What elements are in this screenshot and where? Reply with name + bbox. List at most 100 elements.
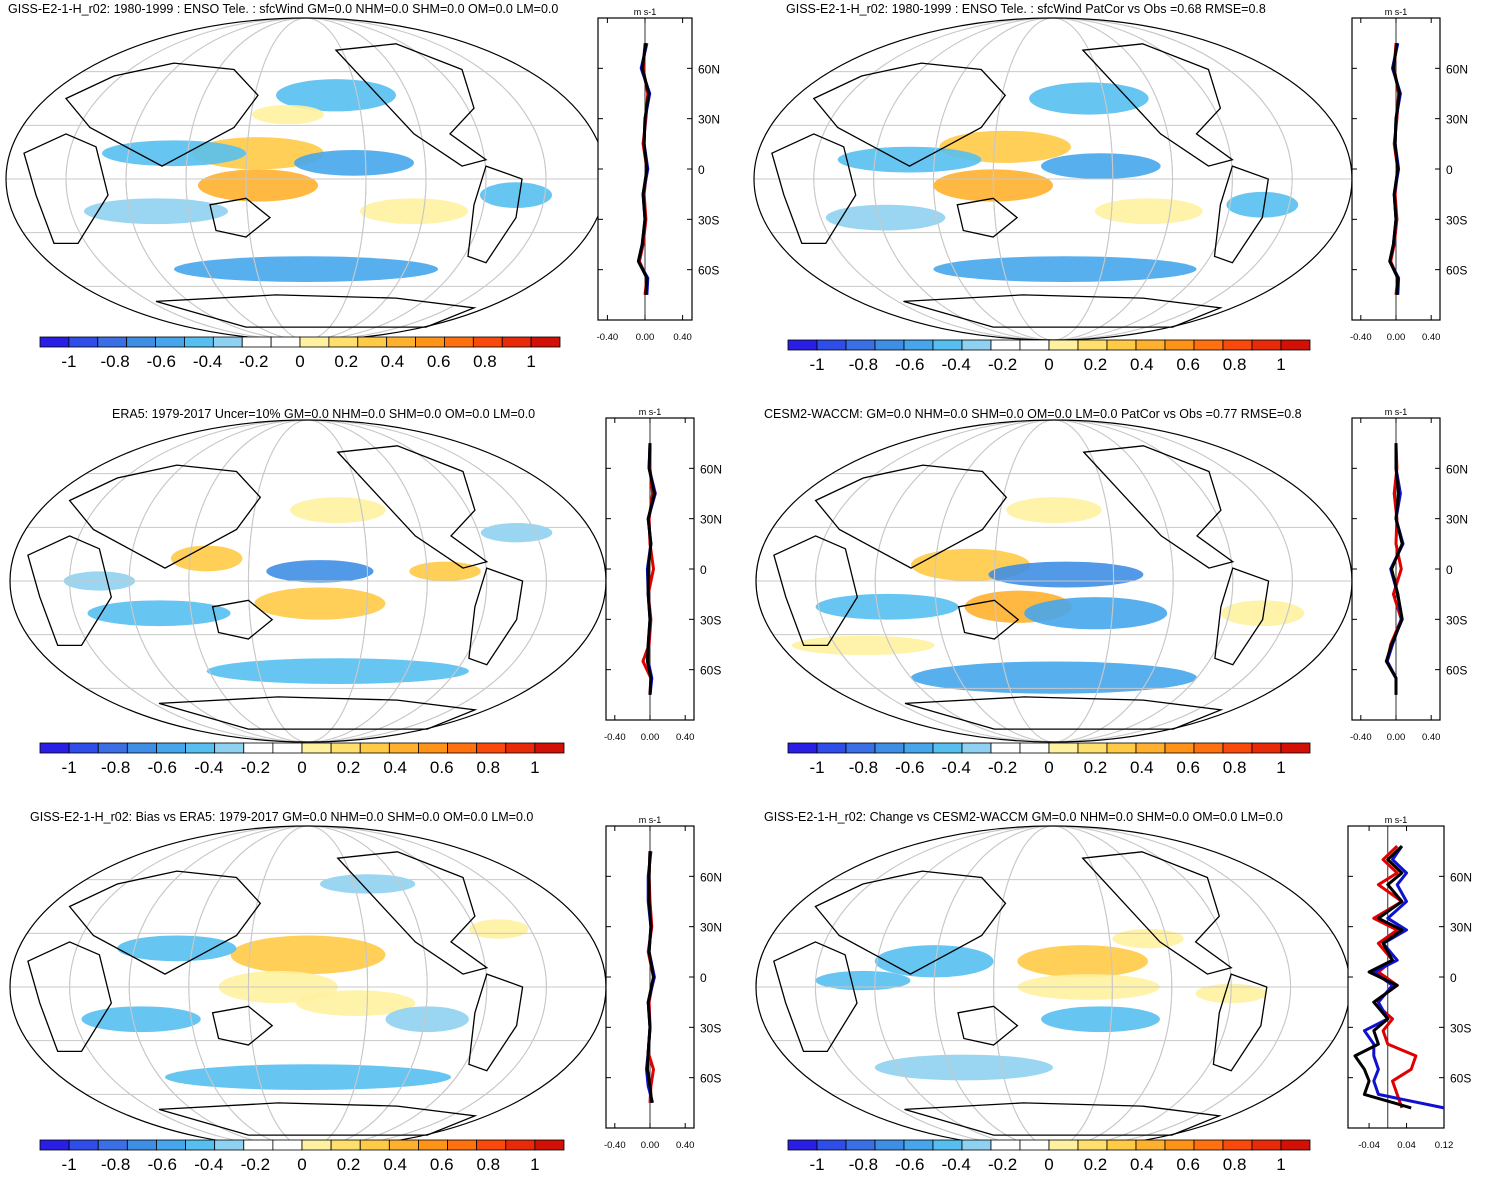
colorbar-swatch <box>1048 742 1079 754</box>
lat-label: 0 <box>1446 163 1453 177</box>
field-anomaly <box>815 593 959 620</box>
meridian <box>874 420 1234 742</box>
coastline <box>957 599 1020 640</box>
meridian <box>69 420 547 742</box>
coastline <box>904 1102 1222 1136</box>
lat-label: 30S <box>698 213 719 227</box>
field-anomaly <box>874 1054 1053 1081</box>
colorbar-label: -0.4 <box>942 1155 971 1174</box>
meridian <box>247 826 369 1148</box>
lat-label: 30N <box>700 513 722 527</box>
colorbar-swatch <box>68 336 99 348</box>
x-tick-label: -0.40 <box>597 332 619 343</box>
colorbar-swatch <box>1193 1139 1224 1151</box>
lat-label: 0 <box>1446 563 1453 577</box>
colorbar-label: 1 <box>526 352 535 371</box>
panel-5: GISS-E2-1-H_r02: Bias vs ERA5: 1979-2017… <box>0 808 745 1180</box>
world-map <box>755 825 1351 1149</box>
panel-2: GISS-E2-1-H_r02: 1980-1999 : ENSO Tele. … <box>744 0 1489 390</box>
lat-label: 30N <box>1446 113 1468 127</box>
colorbar-swatch <box>932 1139 963 1151</box>
lat-label: 60S <box>700 664 721 678</box>
coastline <box>771 133 857 245</box>
colorbar-swatch <box>874 742 905 754</box>
lat-label: 60N <box>698 62 720 76</box>
colorbar-swatch <box>272 742 303 754</box>
colorbar-label: -1 <box>809 758 824 777</box>
zonal-mean-plot: 60N 30N 0 30S 60S m s-1 -0.40 0.00 0.40 <box>1350 7 1468 343</box>
meridian <box>933 826 1173 1148</box>
coastline <box>1081 851 1233 975</box>
lat-label: 60N <box>700 870 722 884</box>
colorbar-swatch <box>787 339 818 351</box>
field-anomaly <box>480 182 552 208</box>
colorbar-swatch <box>39 1139 70 1151</box>
colorbar-label: -0.2 <box>241 758 270 777</box>
x-tick-label: 0.00 <box>641 1140 660 1151</box>
colorbar-swatch <box>990 1139 1021 1151</box>
colorbar-label: 0 <box>1044 355 1053 374</box>
colorbar-swatch <box>961 339 992 351</box>
colorbar-swatch <box>903 339 934 351</box>
colorbar-label: 0.2 <box>337 758 361 777</box>
colorbar-label: 1 <box>1276 1155 1285 1174</box>
lat-label: 60N <box>700 462 722 476</box>
colorbar-swatch <box>301 742 332 754</box>
lat-label: 60S <box>1446 264 1467 278</box>
colorbar-swatch <box>1193 742 1224 754</box>
meridian <box>65 18 547 340</box>
colorbar-swatch <box>155 336 185 348</box>
panel-1: GISS-E2-1-H_r02: 1980-1999 : ENSO Tele. … <box>0 0 745 390</box>
meridian <box>874 826 1232 1148</box>
field-anomaly <box>837 146 982 173</box>
units-label: m s-1 <box>634 7 657 17</box>
colorbar-swatch <box>126 1139 157 1151</box>
colorbar-label: 0.4 <box>383 1155 407 1174</box>
colorbar-label: -1 <box>62 758 77 777</box>
colorbar-swatch <box>39 742 70 754</box>
field-anomaly <box>117 935 237 962</box>
coastline <box>334 43 488 167</box>
colorbar-swatch <box>990 742 1021 754</box>
colorbar-swatch <box>156 742 186 754</box>
colorbar-swatch <box>1106 1139 1137 1151</box>
field-anomaly <box>84 198 228 225</box>
field-anomaly <box>1220 600 1305 627</box>
colorbar-swatch <box>961 1139 992 1151</box>
colorbar: -1 -0.8 -0.6 -0.4 -0.2 0 0.2 0.4 0.6 0.8 1 <box>39 1139 565 1174</box>
panel-title: GISS-E2-1-H_r02: 1980-1999 : ENSO Tele. … <box>8 2 559 16</box>
colorbar-swatch <box>418 742 448 754</box>
colorbar-swatch <box>1251 742 1282 754</box>
coastline <box>64 62 259 167</box>
meridian <box>814 826 1292 1148</box>
field-anomaly <box>174 256 438 283</box>
x-tick-label: -0.40 <box>1350 332 1372 343</box>
colorbar-swatch <box>990 339 1021 351</box>
coastline <box>1213 165 1270 264</box>
coastline <box>211 599 274 640</box>
meridian <box>245 18 367 340</box>
colorbar-swatch <box>241 336 272 348</box>
colorbar-swatch <box>961 742 992 754</box>
colorbar-label: 0.4 <box>381 352 405 371</box>
colorbar-swatch <box>415 336 445 348</box>
x-tick-label: -0.40 <box>1350 732 1372 743</box>
colorbar-label: -0.8 <box>100 352 129 371</box>
colorbar-swatch <box>874 339 905 351</box>
colorbar-label: 0.6 <box>427 352 451 371</box>
colorbar-label: 1 <box>1276 355 1285 374</box>
lat-label: 30S <box>1446 613 1467 627</box>
colorbar-swatch <box>874 1139 905 1151</box>
colorbar-swatch <box>418 1139 448 1151</box>
coastline <box>209 197 272 238</box>
colorbar-swatch <box>1280 339 1311 351</box>
field-anomaly <box>1017 945 1149 978</box>
field-anomaly <box>1041 1006 1160 1033</box>
colorbar-swatch <box>845 339 876 351</box>
colorbar-swatch <box>1019 339 1050 351</box>
colorbar-label: -0.6 <box>895 758 924 777</box>
coastline <box>468 567 524 666</box>
x-tick-label: 0.00 <box>1387 732 1406 743</box>
